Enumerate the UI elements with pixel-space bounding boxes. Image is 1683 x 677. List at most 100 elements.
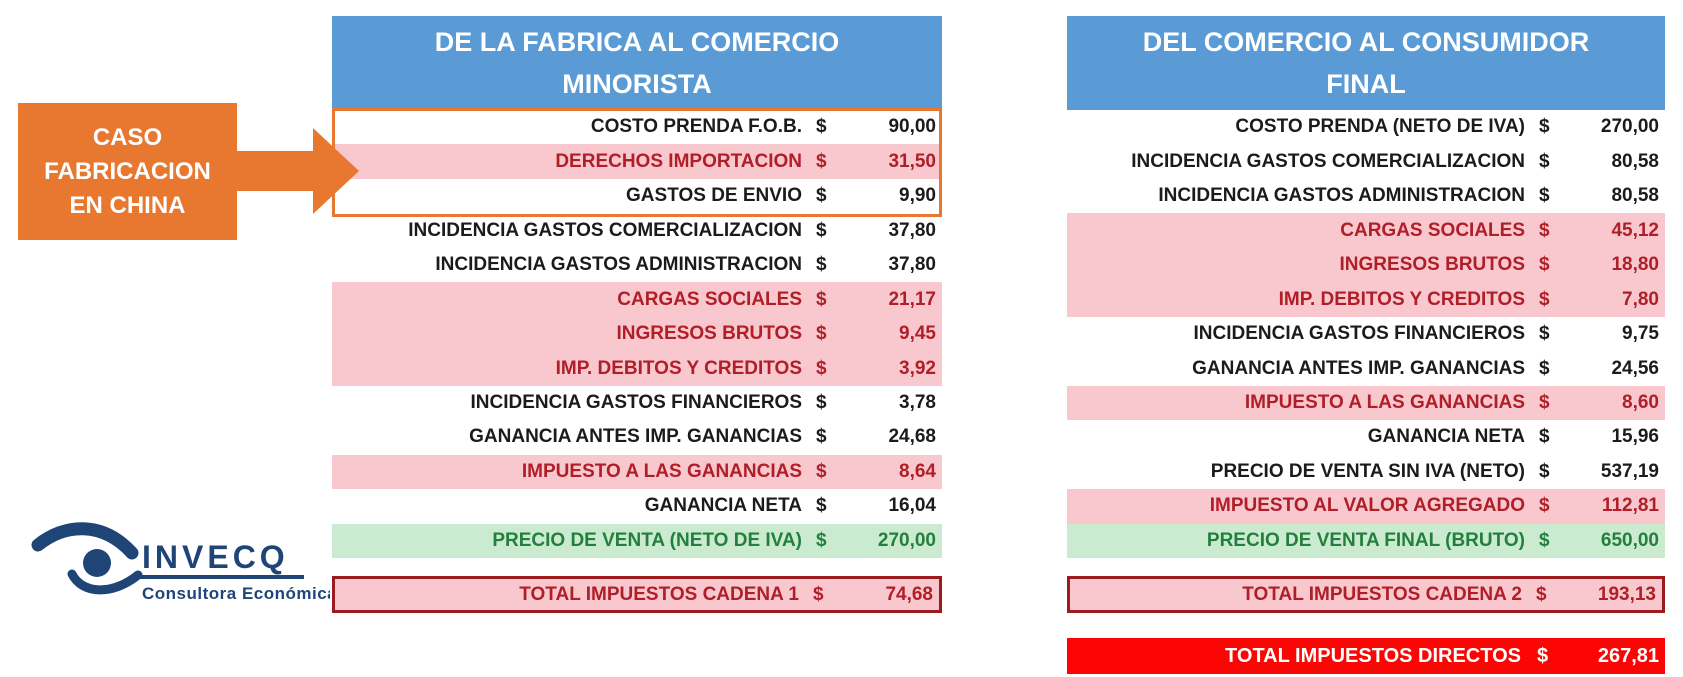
table-title-line2: MINORISTA [562,69,712,99]
row-currency: $ [816,357,827,379]
row-label: DERECHOS IMPORTACION [555,150,802,172]
table-row: INCIDENCIA GASTOS ADMINISTRACION $ 80,58 [1067,179,1665,213]
table-row: INCIDENCIA GASTOS FINANCIEROS $ 9,75 [1067,317,1665,351]
row-label: IMPUESTO A LAS GANANCIAS [521,460,802,482]
table-title: DE LA FABRICA AL COMERCIO MINORISTA [332,16,942,110]
row-currency: $ [1539,254,1550,276]
row-currency: $ [816,323,827,345]
row-currency: $ [1539,495,1550,517]
table-row: IMP. DEBITOS Y CREDITOS $ 3,92 [332,351,942,386]
total-impuestos-cadena-2-row: TOTAL IMPUESTOS CADENA 2 $ 193,13 [1067,576,1665,613]
table-row: PRECIO DE VENTA SIN IVA (NETO) $ 537,19 [1067,455,1665,489]
row-value: 37,80 [888,254,936,276]
row-label: INCIDENCIA GASTOS COMERCIALIZACION [408,219,802,241]
row-label: INGRESOS BRUTOS [616,323,802,345]
table-row: INGRESOS BRUTOS $ 9,45 [332,316,942,352]
row-label: IMP. DEBITOS Y CREDITOS [555,357,802,379]
table-row: INGRESOS BRUTOS $ 18,80 [1067,247,1665,283]
logo-subtitle: Consultora Económica [142,584,330,603]
row-label: INGRESOS BRUTOS [1339,254,1525,276]
table-title: DEL COMERCIO AL CONSUMIDOR FINAL [1067,16,1665,110]
row-currency: $ [816,150,827,172]
invecq-logo: INVECQ Consultora Económica [31,522,330,603]
table-row: CARGAS SOCIALES $ 21,17 [332,282,942,317]
table-row: IMPUESTO AL VALOR AGREGADO $ 112,81 [1067,489,1665,524]
row-value: 45,12 [1611,219,1659,241]
row-value: 7,80 [1622,288,1659,310]
grand-total-value: 267,81 [1597,644,1659,667]
row-currency: $ [816,495,827,517]
row-currency: $ [1539,185,1550,207]
row-label: IMPUESTO AL VALOR AGREGADO [1209,495,1525,517]
row-currency: $ [816,116,827,138]
total-impuestos-cadena-1-row: TOTAL IMPUESTOS CADENA 1 $ 74,68 [332,576,942,613]
row-label: INCIDENCIA GASTOS ADMINISTRACION [1158,185,1525,207]
row-value: 270,00 [1600,116,1659,138]
table-row: INCIDENCIA GASTOS COMERCIALIZACION $ 37,… [332,213,942,247]
table-row: CARGAS SOCIALES $ 45,12 [1067,213,1665,248]
row-currency: $ [816,426,827,448]
row-label: INCIDENCIA GASTOS ADMINISTRACION [435,254,802,276]
row-currency: $ [1539,288,1550,310]
total-value: 193,13 [1597,583,1656,605]
row-currency: $ [1539,150,1550,172]
row-value: 270,00 [877,529,936,551]
table-row: PRECIO DE VENTA (NETO DE IVA) $ 270,00 [332,523,942,559]
row-label: COSTO PRENDA (NETO DE IVA) [1235,116,1525,138]
row-currency: $ [1539,323,1550,345]
total-label: TOTAL IMPUESTOS CADENA 1 [519,583,799,605]
table-row: GASTOS DE ENVIO $ 9,90 [332,179,942,213]
row-currency: $ [816,529,827,551]
row-value: 31,50 [888,150,936,172]
row-value: 3,92 [899,357,936,379]
row-label: IMP. DEBITOS Y CREDITOS [1278,288,1525,310]
row-value: 537,19 [1600,460,1659,482]
table-row: DERECHOS IMPORTACION $ 31,50 [332,144,942,179]
table-row: IMP. DEBITOS Y CREDITOS $ 7,80 [1067,282,1665,317]
row-label: PRECIO DE VENTA (NETO DE IVA) [492,529,802,551]
row-label: CARGAS SOCIALES [1340,219,1525,241]
row-currency: $ [1539,391,1550,413]
callout-line: FABRICACION [44,157,211,185]
table-title-line1: DE LA FABRICA AL COMERCIO [434,27,840,57]
row-value: 9,45 [899,323,936,345]
row-label: GASTOS DE ENVIO [626,185,802,207]
table-row: IMPUESTO A LAS GANANCIAS $ 8,64 [332,454,942,490]
row-value: 21,17 [888,288,936,310]
total-label: TOTAL IMPUESTOS CADENA 2 [1242,583,1522,605]
logo-underline [138,575,304,579]
grand-total-currency: $ [1537,644,1549,667]
table-row: GANANCIA ANTES IMP. GANANCIAS $ 24,68 [332,420,942,454]
row-label: PRECIO DE VENTA SIN IVA (NETO) [1210,460,1525,482]
row-label: CARGAS SOCIALES [617,288,802,310]
total-impuestos-directos-row: TOTAL IMPUESTOS DIRECTOS $ 267,81 [1067,638,1665,674]
row-currency: $ [816,391,827,413]
table-rows: COSTO PRENDA F.O.B. $ 90,00 DERECHOS IMP… [332,110,942,559]
table-row: COSTO PRENDA (NETO DE IVA) $ 270,00 [1067,110,1665,144]
right-arrow-icon [236,151,314,191]
row-currency: $ [1539,426,1550,448]
row-label: COSTO PRENDA F.O.B. [590,116,802,138]
table-row: GANANCIA NETA $ 16,04 [332,489,942,523]
row-value: 80,58 [1611,185,1659,207]
row-value: 9,75 [1622,323,1659,345]
row-currency: $ [816,460,827,482]
callout-line: EN CHINA [69,191,186,219]
row-currency: $ [1539,357,1550,379]
row-label: PRECIO DE VENTA FINAL (BRUTO) [1206,529,1525,551]
table-row: COSTO PRENDA F.O.B. $ 90,00 [332,110,942,144]
row-value: 37,80 [888,219,936,241]
row-value: 112,81 [1601,495,1659,517]
row-value: 650,00 [1600,529,1659,551]
logo-wordmark: INVECQ [142,539,289,575]
table-fabrica-a-comercio: DE LA FABRICA AL COMERCIO MINORISTA COST… [332,16,942,613]
row-label: GANANCIA NETA [1367,426,1525,448]
row-value: 16,04 [888,495,936,517]
row-currency: $ [1539,460,1550,482]
row-label: GANANCIA ANTES IMP. GANANCIAS [1192,357,1525,379]
row-value: 24,56 [1611,357,1659,379]
row-label: INCIDENCIA GASTOS COMERCIALIZACION [1131,150,1525,172]
row-value: 90,00 [888,116,936,138]
table-title-line1: DEL COMERCIO AL CONSUMIDOR [1142,27,1590,57]
